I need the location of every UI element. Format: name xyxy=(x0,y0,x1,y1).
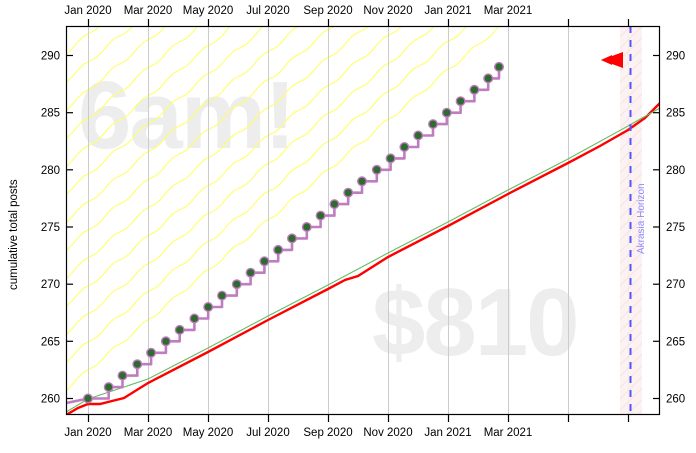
datapoint-marker xyxy=(469,84,480,95)
x-tick-label: Jan 2021 xyxy=(424,427,471,439)
datapoint-marker xyxy=(189,313,200,324)
y-tick-label: 275 xyxy=(41,222,60,234)
datapoint-marker xyxy=(216,290,227,301)
datapoint-marker xyxy=(117,370,128,381)
datapoint-markers xyxy=(82,61,505,404)
datapoint-marker xyxy=(245,267,256,278)
guide-line xyxy=(66,26,468,364)
y-tick-label: 290 xyxy=(666,51,685,63)
datapoint-marker xyxy=(385,153,396,164)
road-red-line xyxy=(66,102,660,415)
y-tick-label: 275 xyxy=(666,222,685,234)
guide-line xyxy=(66,26,199,140)
y-tick-label: 285 xyxy=(666,108,685,120)
x-tick-label: Sep 2020 xyxy=(303,427,352,439)
x-tick-label: Jul 2020 xyxy=(246,5,289,17)
guide-line xyxy=(66,26,435,336)
datapoint-marker xyxy=(301,221,312,232)
watermark-bottom-right: $810 xyxy=(372,269,578,376)
y-tick-label: 265 xyxy=(666,336,685,348)
y-tick-label: 280 xyxy=(41,165,60,177)
x-tick-label: Jan 2020 xyxy=(64,427,111,439)
datapoint-marker xyxy=(160,336,171,347)
datapoint-marker xyxy=(413,130,424,141)
y-tick-label: 260 xyxy=(41,394,60,406)
datapoint-marker xyxy=(399,141,410,152)
datapoint-marker xyxy=(329,199,340,210)
plot-frame xyxy=(65,25,661,416)
watermark-top-left: 6am! xyxy=(78,62,294,169)
datapoint-marker xyxy=(203,302,214,313)
datapoint-marker xyxy=(82,393,93,404)
guide-line xyxy=(66,26,337,252)
guide-line xyxy=(66,26,370,280)
x-tick-label: Jan 2021 xyxy=(424,5,471,17)
y-axis-labels-left: 260 265 270 275 280 285 290 xyxy=(41,51,60,406)
x-tick-label: Mar 2021 xyxy=(484,5,533,17)
y-axis-ticks-left xyxy=(66,54,73,400)
guide-line xyxy=(66,26,166,112)
datapoint-marker xyxy=(132,359,143,370)
datapoint-marker xyxy=(231,279,242,290)
x-tick-label: Nov 2020 xyxy=(363,5,412,17)
datapoint-marker xyxy=(174,324,185,335)
guide-line xyxy=(66,26,232,168)
guide-line xyxy=(66,26,403,308)
x-axis-ticks-top xyxy=(87,19,630,26)
x-tick-label: Jan 2020 xyxy=(64,5,111,17)
datapoint-marker xyxy=(273,244,284,255)
aura-green-line xyxy=(66,107,660,413)
x-axis-labels-top: Jan 2020 Mar 2020 May 2020 Jul 2020 Sep 2020… xyxy=(64,5,532,17)
x-tick-label: Mar 2020 xyxy=(124,427,173,439)
datapoint-marker xyxy=(494,61,505,72)
y-axis-ticks-right xyxy=(653,54,660,400)
arrowhead-icon xyxy=(601,52,623,68)
y-tick-label: 265 xyxy=(41,336,60,348)
datapoint-marker xyxy=(343,187,354,198)
y-tick-label: 270 xyxy=(41,279,60,291)
datapoint-marker xyxy=(259,256,270,267)
x-tick-label: Nov 2020 xyxy=(363,427,412,439)
y-axis-title: cumulative total posts xyxy=(8,179,20,290)
guide-lines xyxy=(66,26,501,392)
y-tick-label: 280 xyxy=(666,165,685,177)
x-axis-ticks-bottom xyxy=(87,415,630,422)
guide-line xyxy=(66,26,301,224)
x-tick-label: May 2020 xyxy=(183,427,234,439)
datapoint-marker xyxy=(371,164,382,175)
datapoint-marker xyxy=(441,107,452,118)
y-tick-label: 270 xyxy=(666,279,685,291)
x-tick-label: Mar 2020 xyxy=(124,5,173,17)
datapoint-marker xyxy=(455,96,466,107)
datapoint-marker xyxy=(357,176,368,187)
x-tick-label: Mar 2021 xyxy=(484,427,533,439)
datapoint-marker xyxy=(483,73,494,84)
y-tick-label: 285 xyxy=(41,108,60,120)
guide-line xyxy=(66,26,265,196)
datapoint-marker xyxy=(103,382,114,393)
x-axis-labels-bottom: Jan 2020 Mar 2020 May 2020 Jul 2020 Sep 2020… xyxy=(64,427,532,439)
y-tick-label: 290 xyxy=(41,51,60,63)
y-axis-labels-right: 260 265 270 275 280 285 290 xyxy=(666,51,685,406)
x-tick-label: Sep 2020 xyxy=(303,5,352,17)
akrasia-horizon-label: Akrasia Horizon xyxy=(636,183,647,254)
datapoint-marker xyxy=(287,233,298,244)
x-tick-label: Jul 2020 xyxy=(246,427,289,439)
guide-line xyxy=(66,26,501,392)
y-tick-label: 260 xyxy=(666,394,685,406)
datapoint-marker xyxy=(146,347,157,358)
x-tick-label: May 2020 xyxy=(183,5,234,17)
datapoint-marker xyxy=(315,210,326,221)
datapoint-marker xyxy=(428,119,439,130)
